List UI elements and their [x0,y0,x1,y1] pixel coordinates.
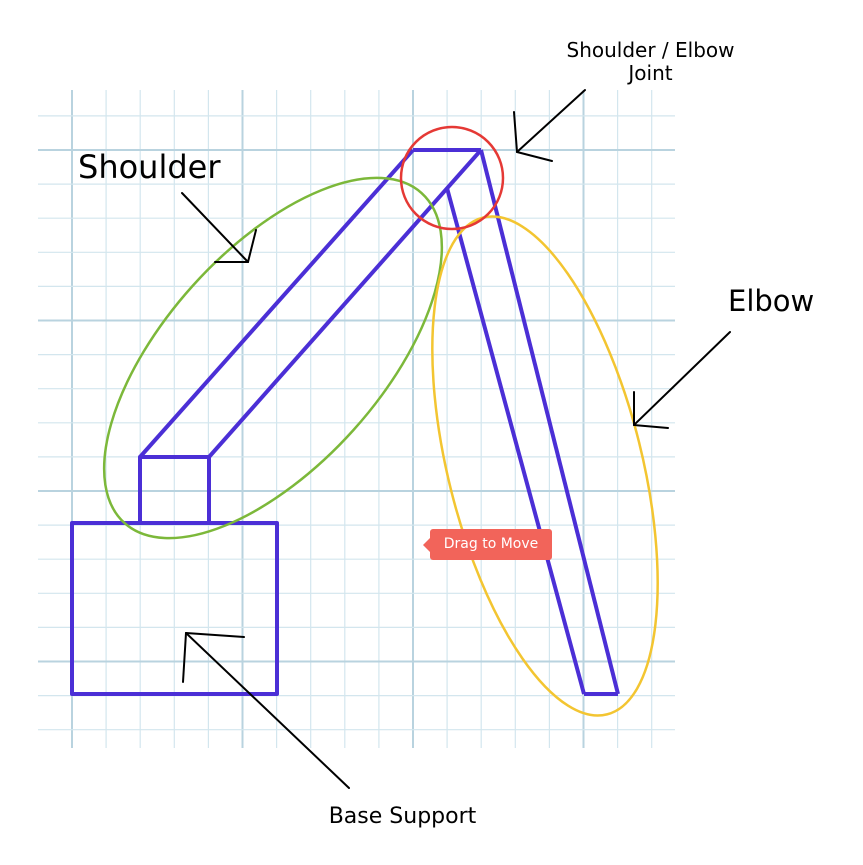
shoulder-pointer-arrow [181,192,257,263]
joint-pointer-arrow [513,89,586,162]
drag-to-move-tooltip[interactable]: Drag to Move [423,529,552,560]
base-support-label: Base Support [328,804,477,829]
joint-label: Shoulder / Elbow Joint [566,38,735,85]
elbow-highlight-ellipse [431,215,659,717]
shoulder-mount [138,455,211,525]
shoulder-highlight-ellipse [102,176,444,540]
elbow-outer-edge [479,149,620,695]
grid-paper [38,90,675,748]
shoulder-outer-edge [138,148,415,459]
elbow-label: Elbow [728,284,815,318]
elbow-inner-edge [445,187,586,695]
shoulder-inner-edge [207,148,483,459]
elbow-pointer-arrow [633,331,731,429]
robot-arm [70,148,620,696]
joint-highlight-circle [399,125,505,231]
shoulder-label: Shoulder [78,148,221,186]
base-pointer-arrow [182,632,350,789]
